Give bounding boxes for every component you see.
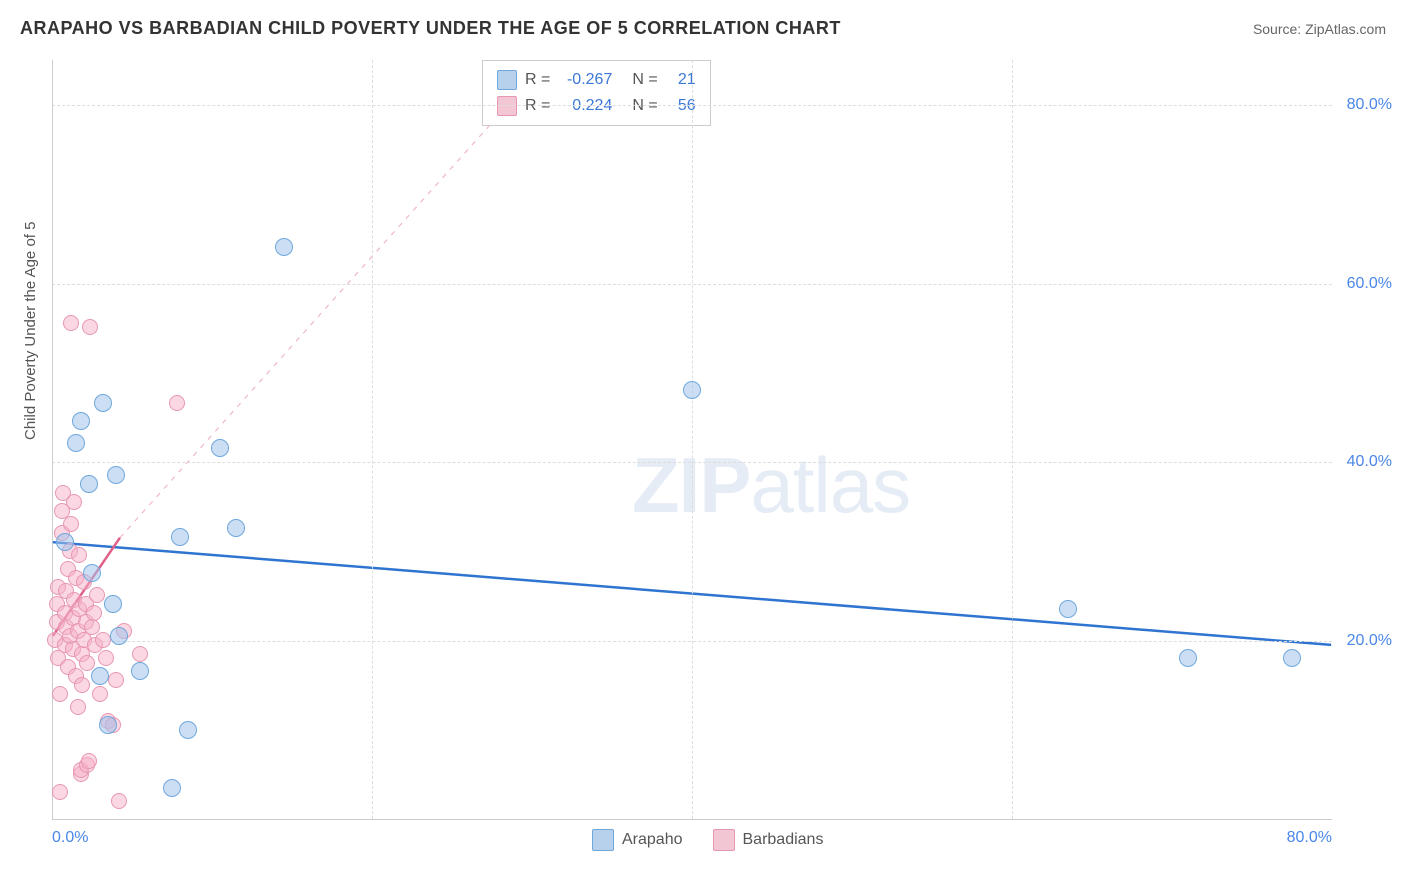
scatter-point-barbadians	[74, 677, 90, 693]
y-axis-line	[52, 60, 53, 819]
scatter-point-arapaho	[179, 721, 197, 739]
scatter-point-barbadians	[79, 655, 95, 671]
scatter-point-barbadians	[98, 650, 114, 666]
scatter-point-arapaho	[211, 439, 229, 457]
scatter-point-barbadians	[89, 587, 105, 603]
gridline-vertical	[1012, 60, 1013, 819]
scatter-point-barbadians	[63, 315, 79, 331]
scatter-point-barbadians	[169, 395, 185, 411]
correlation-stats-box: R = -0.267 N = 21 R = 0.224 N = 56	[482, 60, 711, 126]
watermark: ZIPatlas	[632, 440, 910, 531]
legend-item-arapaho: Arapaho	[592, 829, 683, 851]
stats-row: R = -0.267 N = 21	[497, 67, 696, 93]
scatter-point-arapaho	[171, 528, 189, 546]
arapaho-swatch-icon	[592, 829, 614, 851]
scatter-chart: ZIPatlas R = -0.267 N = 21 R = 0.224 N =…	[52, 60, 1332, 820]
watermark-rest: atlas	[750, 441, 910, 529]
r-label: R =	[525, 93, 550, 119]
scatter-point-arapaho	[104, 595, 122, 613]
scatter-point-barbadians	[82, 319, 98, 335]
y-tick-label: 60.0%	[1347, 275, 1392, 293]
source-label: Source: ZipAtlas.com	[1253, 21, 1386, 37]
arapaho-swatch-icon	[497, 70, 517, 90]
scatter-point-barbadians	[108, 672, 124, 688]
x-tick-label: 80.0%	[1287, 829, 1332, 847]
scatter-point-barbadians	[86, 605, 102, 621]
y-tick-label: 80.0%	[1347, 96, 1392, 114]
scatter-point-barbadians	[111, 793, 127, 809]
gridline-vertical	[372, 60, 373, 819]
r-value: 0.224	[558, 93, 612, 119]
n-label: N =	[632, 93, 657, 119]
scatter-point-barbadians	[70, 699, 86, 715]
scatter-point-arapaho	[275, 238, 293, 256]
scatter-point-arapaho	[683, 381, 701, 399]
x-tick-label: 0.0%	[52, 829, 88, 847]
scatter-point-arapaho	[80, 475, 98, 493]
chart-title: ARAPAHO VS BARBADIAN CHILD POVERTY UNDER…	[20, 18, 841, 39]
legend-label: Barbadians	[743, 831, 824, 849]
y-tick-label: 20.0%	[1347, 632, 1392, 650]
scatter-point-barbadians	[71, 547, 87, 563]
scatter-point-barbadians	[132, 646, 148, 662]
scatter-point-arapaho	[227, 519, 245, 537]
scatter-point-arapaho	[91, 667, 109, 685]
barbadians-swatch-icon	[713, 829, 735, 851]
scatter-point-arapaho	[56, 533, 74, 551]
scatter-point-barbadians	[63, 516, 79, 532]
scatter-point-arapaho	[1059, 600, 1077, 618]
legend-item-barbadians: Barbadians	[713, 829, 824, 851]
scatter-point-arapaho	[72, 412, 90, 430]
series-legend: Arapaho Barbadians	[592, 829, 823, 851]
scatter-point-barbadians	[81, 753, 97, 769]
r-value: -0.267	[558, 67, 612, 93]
chart-header: ARAPAHO VS BARBADIAN CHILD POVERTY UNDER…	[20, 18, 1386, 39]
y-axis-title: Child Poverty Under the Age of 5	[22, 222, 39, 440]
scatter-point-arapaho	[1283, 649, 1301, 667]
trend-line-extension-barbadians	[120, 60, 548, 538]
scatter-point-barbadians	[52, 784, 68, 800]
scatter-point-arapaho	[1179, 649, 1197, 667]
scatter-point-arapaho	[110, 627, 128, 645]
y-tick-label: 40.0%	[1347, 453, 1392, 471]
scatter-point-barbadians	[92, 686, 108, 702]
r-label: R =	[525, 67, 550, 93]
scatter-point-arapaho	[163, 779, 181, 797]
scatter-point-barbadians	[52, 686, 68, 702]
legend-label: Arapaho	[622, 831, 683, 849]
scatter-point-barbadians	[95, 632, 111, 648]
scatter-point-arapaho	[83, 564, 101, 582]
barbadians-swatch-icon	[497, 96, 517, 116]
scatter-point-arapaho	[67, 434, 85, 452]
scatter-point-arapaho	[131, 662, 149, 680]
gridline-vertical	[692, 60, 693, 819]
scatter-point-arapaho	[107, 466, 125, 484]
scatter-point-arapaho	[99, 716, 117, 734]
scatter-point-barbadians	[66, 494, 82, 510]
scatter-point-arapaho	[94, 394, 112, 412]
stats-row: R = 0.224 N = 56	[497, 93, 696, 119]
n-label: N =	[632, 67, 657, 93]
